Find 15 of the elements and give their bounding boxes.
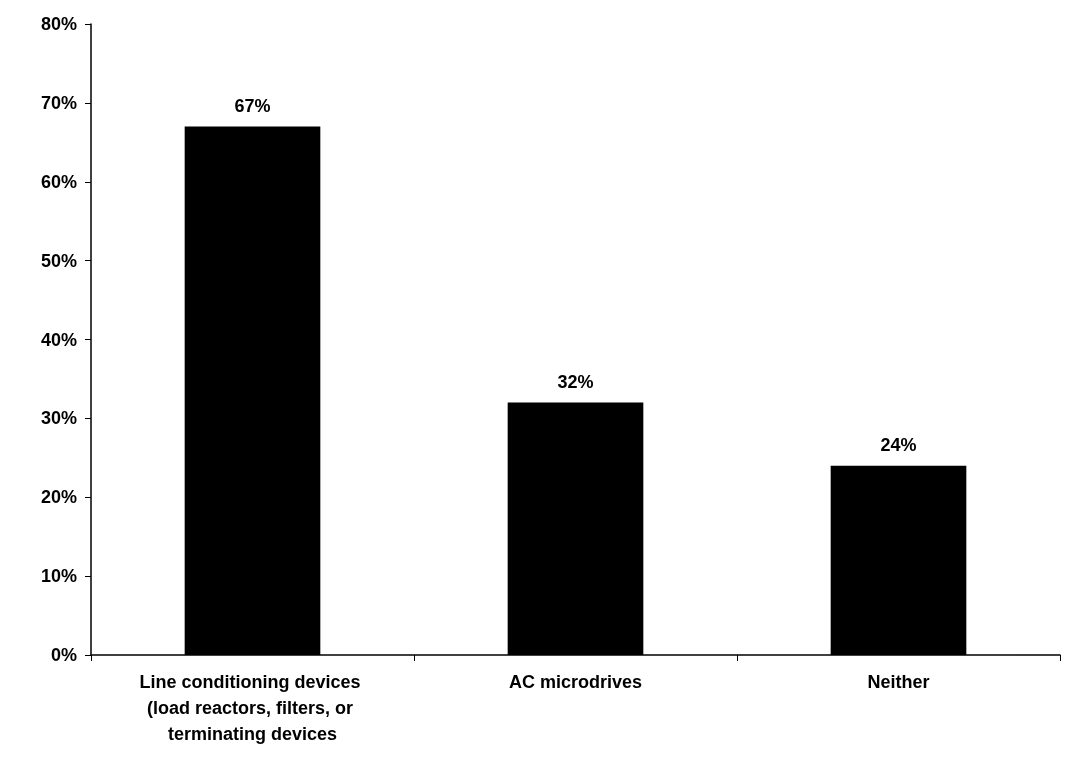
data-label: 67% xyxy=(234,95,271,116)
y-tick-label: 20% xyxy=(40,487,77,508)
y-tick-label: 80% xyxy=(40,14,77,34)
y-tick-label: 30% xyxy=(40,408,77,429)
y-tick-label: 40% xyxy=(40,329,77,350)
data-label: 24% xyxy=(880,434,917,455)
y-tick-label: 0% xyxy=(50,645,77,665)
x-tick-label: Neither xyxy=(867,672,930,692)
y-tick-label: 60% xyxy=(40,171,77,192)
y-tick-label: 10% xyxy=(40,566,77,587)
y-tick-label: 50% xyxy=(40,250,77,271)
y-tick-label: 70% xyxy=(40,92,77,113)
data-label: 32% xyxy=(557,371,594,392)
x-tick-label: Line conditioning devices (load reactors, filters, or terminating devices xyxy=(139,672,366,744)
x-tick-label: AC microdrives xyxy=(508,672,643,692)
